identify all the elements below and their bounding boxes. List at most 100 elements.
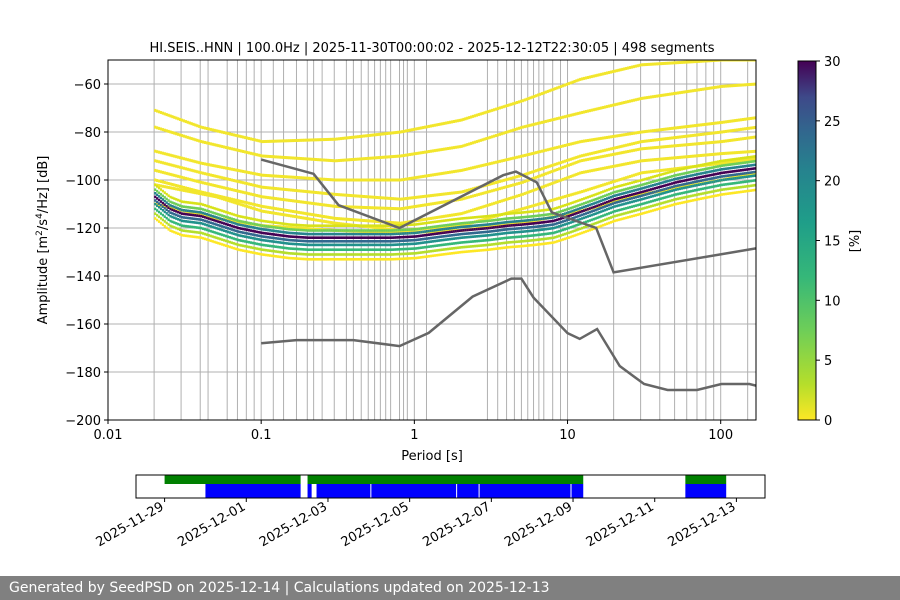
psd-bin (489, 219, 492, 222)
psd-bin (226, 166, 230, 170)
psd-bin (573, 212, 576, 216)
psd-bin (316, 214, 320, 218)
psd-bin (609, 165, 613, 169)
psd-bin (381, 206, 385, 210)
psd-bin (205, 216, 209, 220)
psd-bin (171, 208, 174, 212)
psd-bin (701, 197, 704, 200)
psd-bin (301, 243, 304, 246)
psd-bin (655, 193, 658, 197)
psd-bin (588, 228, 591, 232)
psd-bin (655, 94, 658, 98)
psd-bin (483, 223, 486, 227)
psd-bin (707, 170, 710, 174)
psd-bin (523, 210, 526, 214)
psd-bin (200, 226, 203, 230)
psd-bin (527, 219, 530, 222)
psd-bin (424, 203, 427, 207)
psd-bin (623, 199, 626, 202)
psd-bin (692, 189, 695, 193)
psd-bin (573, 216, 576, 219)
psd-bin (653, 169, 657, 173)
psd-bin (186, 189, 189, 193)
psd-bin (221, 185, 224, 189)
psd-bin (184, 216, 187, 220)
psd-bin (694, 142, 697, 146)
psd-bin (609, 104, 613, 108)
psd-bin (290, 235, 293, 238)
psd-bin (527, 244, 530, 247)
psd-bin (360, 236, 364, 239)
psd-bin (200, 140, 203, 144)
psd-bin (184, 157, 187, 161)
psd-bin (607, 71, 611, 75)
psd-bin (244, 181, 247, 185)
psd-bin (583, 216, 586, 220)
psd-bin (387, 196, 390, 200)
psd-bin (360, 253, 364, 256)
psd-bin (561, 209, 565, 213)
psd-bin (257, 247, 260, 251)
psd-bin (458, 233, 461, 236)
psd-bin (372, 156, 375, 160)
psd-bin (433, 239, 436, 243)
psd-bin (454, 222, 457, 226)
psd-bin (611, 198, 614, 202)
psd-bin (219, 165, 222, 169)
psd-bin (617, 196, 620, 200)
psd-bin (274, 221, 277, 225)
psd-bin (475, 220, 478, 224)
psd-bin (646, 146, 649, 150)
psd-bin (268, 225, 272, 229)
psd-bin (177, 222, 180, 226)
psd-bin (651, 191, 655, 194)
psd-bin (684, 134, 687, 138)
psd-bin (661, 137, 664, 141)
psd-bin (286, 227, 289, 231)
psd-bin (410, 247, 413, 250)
psd-bin (240, 234, 243, 238)
psd-bin (473, 240, 477, 243)
psd-bin (372, 225, 375, 229)
psd-bin (650, 146, 653, 150)
psd-bin (498, 218, 501, 221)
psd-bin (309, 236, 312, 239)
psd-bin (512, 183, 515, 187)
psd-bin (515, 155, 519, 159)
psd-bin (357, 240, 360, 243)
psd-bin (471, 216, 475, 219)
psd-bin (196, 191, 199, 195)
psd-bin (523, 226, 526, 230)
psd-bin (489, 248, 492, 251)
psd-bin (186, 234, 189, 238)
psd-bin (470, 141, 473, 145)
psd-bin (198, 191, 201, 195)
psd-bin (244, 240, 247, 243)
psd-bin (628, 142, 632, 146)
psd-bin (399, 243, 402, 246)
psd-bin (485, 190, 488, 194)
psd-bin (156, 185, 159, 188)
psd-bin (646, 177, 649, 180)
psd-bin (412, 205, 415, 209)
psd-bin (688, 134, 691, 138)
psd-bin (613, 205, 616, 208)
psd-bin (238, 223, 241, 226)
psd-bin (496, 225, 500, 229)
psd-bin (529, 229, 532, 233)
psd-bin (437, 228, 440, 232)
psd-bin (334, 253, 337, 256)
psd-bin (609, 206, 613, 210)
psd-bin (372, 230, 375, 234)
psd-bin (471, 244, 475, 248)
psd-bin (221, 217, 224, 221)
psd-bin (573, 141, 576, 145)
psd-bin (213, 207, 216, 210)
psd-bin (341, 229, 344, 232)
psd-bin (674, 184, 678, 188)
psd-bin (328, 236, 331, 239)
psd-bin (498, 232, 501, 236)
psd-bin (332, 204, 335, 208)
psd-bin (192, 188, 195, 192)
psd-bin (475, 207, 478, 211)
